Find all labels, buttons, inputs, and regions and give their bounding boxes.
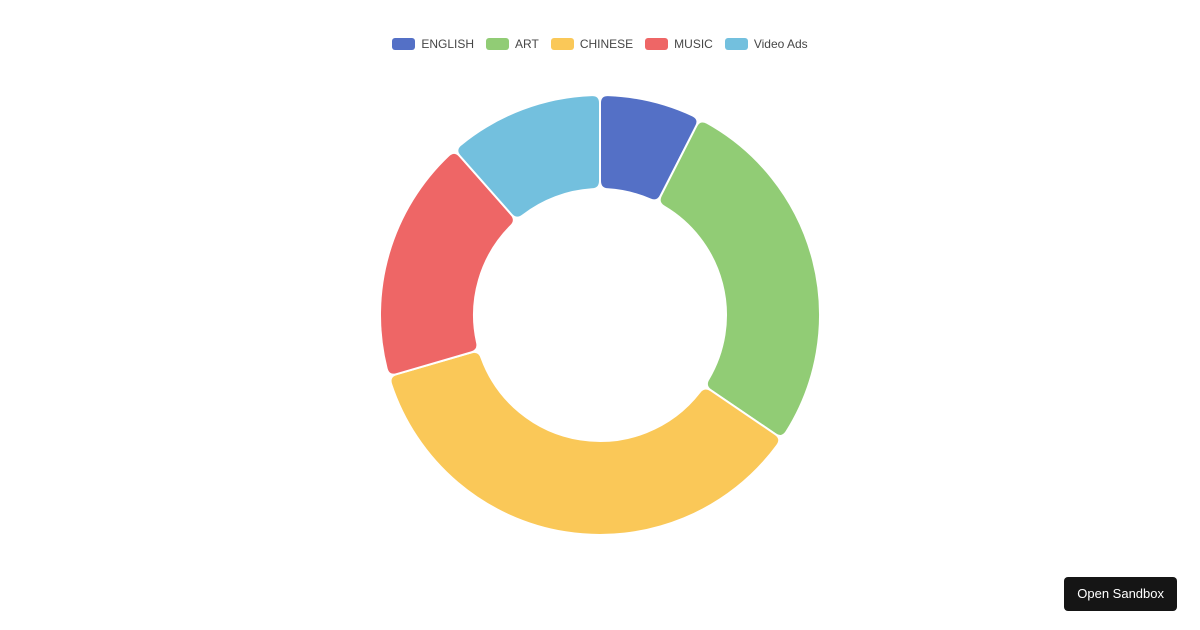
legend-label-art: ART (515, 37, 539, 51)
open-sandbox-button[interactable]: Open Sandbox (1064, 577, 1177, 611)
slice-art[interactable] (658, 120, 821, 437)
legend-swatch-video-ads (724, 38, 748, 50)
legend-label-chinese: CHINESE (579, 37, 634, 51)
chart-legend: ENGLISH ART CHINESE MUSIC Video Ads (0, 36, 1200, 52)
legend-item-chinese[interactable]: CHINESE (550, 36, 634, 52)
legend-item-music[interactable]: MUSIC (645, 36, 713, 52)
legend-swatch-art (486, 38, 510, 50)
slice-video-ads[interactable] (456, 94, 601, 219)
legend-label-music: MUSIC (674, 37, 713, 51)
legend-item-art[interactable]: ART (486, 36, 539, 52)
legend-label-video-ads: Video Ads (753, 37, 808, 51)
slice-chinese[interactable] (389, 350, 781, 536)
legend-label-english: ENGLISH (421, 37, 475, 51)
slice-music[interactable] (379, 151, 515, 376)
legend-item-english[interactable]: ENGLISH (392, 36, 474, 52)
legend-item-video-ads[interactable]: Video Ads (724, 36, 808, 52)
legend-swatch-chinese (550, 38, 574, 50)
legend-swatch-english (392, 38, 416, 50)
legend-swatch-music (645, 38, 669, 50)
